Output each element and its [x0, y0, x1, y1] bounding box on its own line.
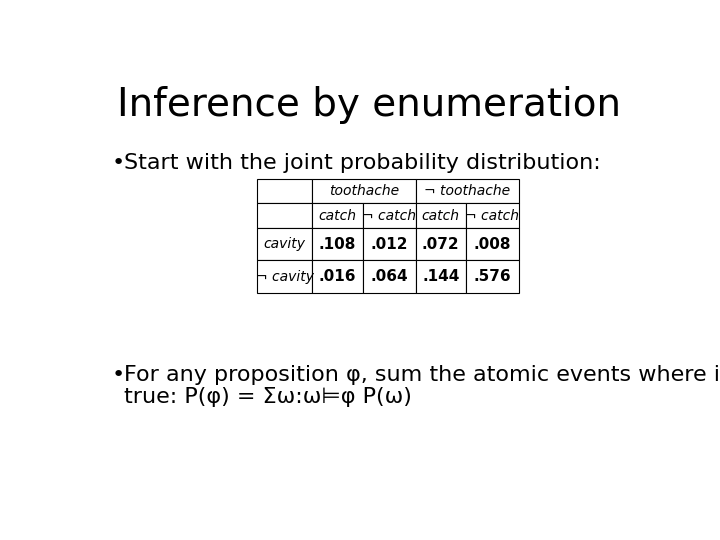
Text: ¬ catch: ¬ catch [465, 209, 519, 222]
Bar [415, 228, 466, 260]
Text: .576: .576 [474, 269, 511, 284]
Text: catch: catch [422, 209, 459, 222]
Bar [415, 260, 466, 293]
Bar [363, 228, 415, 260]
Bar [312, 228, 363, 260]
Text: catch: catch [319, 209, 356, 222]
Bar [256, 204, 312, 228]
Bar [415, 204, 466, 228]
Text: Inference by enumeration: Inference by enumeration [117, 86, 621, 124]
Text: ¬ toothache: ¬ toothache [424, 184, 510, 198]
Text: .012: .012 [370, 237, 408, 252]
Text: .108: .108 [319, 237, 356, 252]
Text: For any proposition φ, sum the atomic events where it is: For any proposition φ, sum the atomic ev… [124, 365, 720, 385]
Text: true: P(φ) = Σω:ω⊨φ P(ω): true: P(φ) = Σω:ω⊨φ P(ω) [124, 387, 412, 407]
Bar [415, 179, 518, 204]
Text: .144: .144 [422, 269, 459, 284]
Text: .072: .072 [422, 237, 459, 252]
Bar [256, 260, 312, 293]
Text: toothache: toothache [329, 184, 399, 198]
Text: cavity: cavity [264, 237, 305, 251]
Bar [363, 204, 415, 228]
Bar [256, 179, 312, 204]
Text: ¬ catch: ¬ catch [362, 209, 416, 222]
Bar [312, 179, 415, 204]
Text: •: • [112, 365, 125, 385]
Bar [312, 204, 363, 228]
Text: •: • [112, 153, 125, 173]
Bar [312, 260, 363, 293]
Text: .008: .008 [474, 237, 511, 252]
Text: .064: .064 [370, 269, 408, 284]
Bar [466, 228, 518, 260]
Bar [256, 228, 312, 260]
Text: Start with the joint probability distribution:: Start with the joint probability distrib… [124, 153, 601, 173]
Text: .016: .016 [319, 269, 356, 284]
Text: ¬ cavity: ¬ cavity [256, 269, 313, 284]
Bar [466, 260, 518, 293]
Bar [466, 204, 518, 228]
Bar [363, 260, 415, 293]
